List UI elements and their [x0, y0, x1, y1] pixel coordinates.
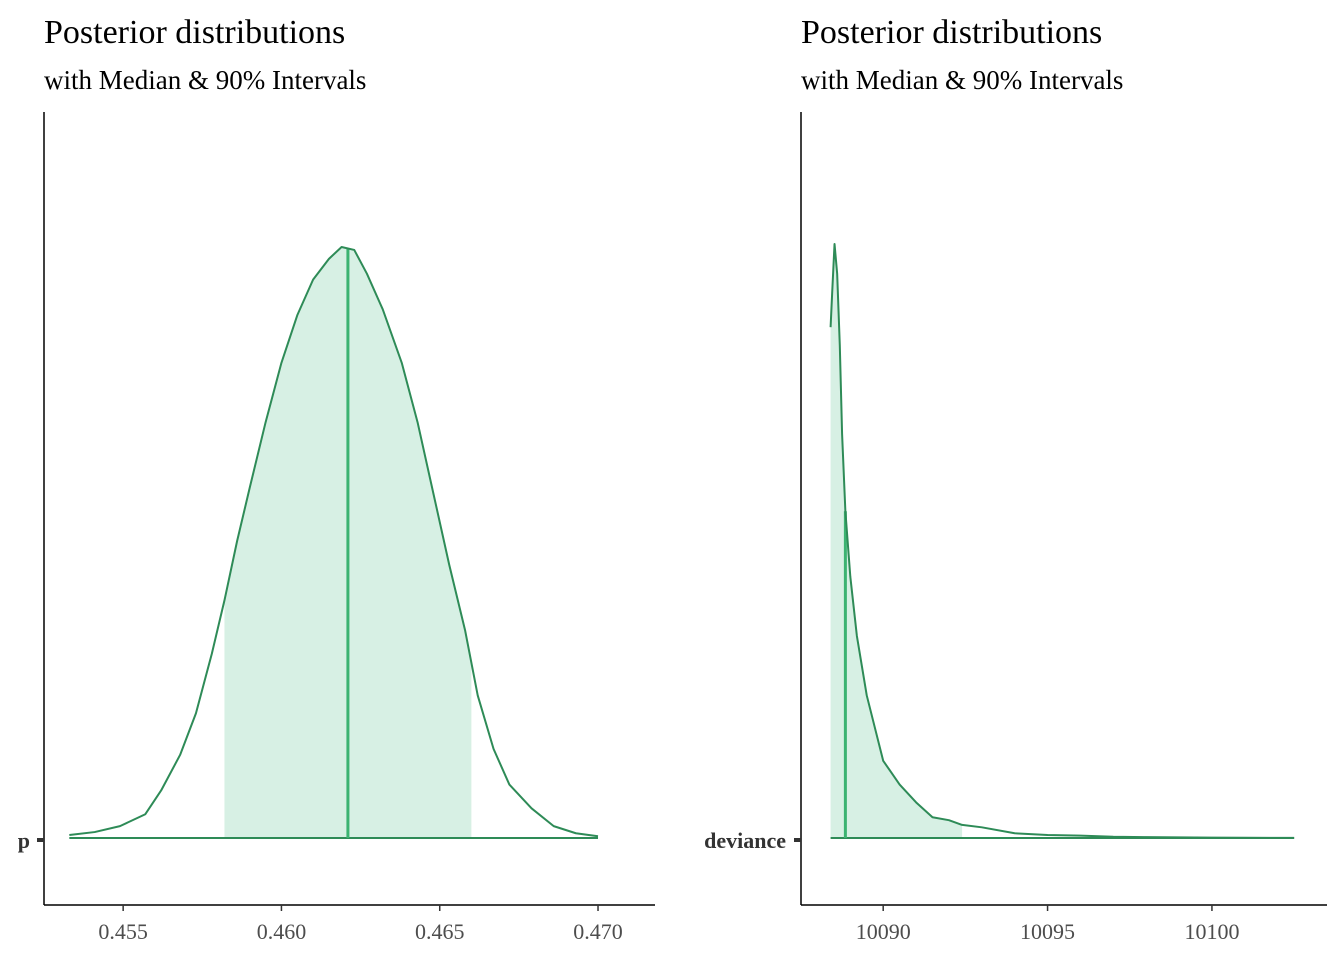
x-tick-label: 10100: [1184, 919, 1239, 944]
panel-subtitle: with Median & 90% Intervals: [44, 65, 366, 95]
x-tick-label: 0.470: [573, 919, 623, 944]
x-ticks: 10090 10095 10100: [856, 905, 1239, 944]
density-curve: [69, 245, 599, 838]
panel-p: Posterior distributions with Median & 90…: [18, 14, 655, 944]
plot-area: [829, 243, 1295, 839]
interval-area: [830, 248, 963, 838]
parameter-label: p: [18, 828, 30, 853]
panel-title: Posterior distributions: [801, 14, 1102, 51]
x-ticks: 0.455 0.460 0.465 0.470: [98, 905, 623, 944]
x-tick-label: 10095: [1020, 919, 1075, 944]
panel-subtitle: with Median & 90% Intervals: [801, 65, 1123, 95]
plot-area: [69, 245, 599, 839]
x-tick-label: 0.455: [98, 919, 148, 944]
panel-title: Posterior distributions: [44, 14, 345, 51]
density-curve: [829, 243, 1295, 839]
parameter-label: deviance: [704, 828, 786, 853]
panel-deviance: Posterior distributions with Median & 90…: [704, 14, 1327, 944]
x-tick-label: 0.465: [415, 919, 465, 944]
x-tick-label: 10090: [856, 919, 911, 944]
x-tick-label: 0.460: [257, 919, 307, 944]
